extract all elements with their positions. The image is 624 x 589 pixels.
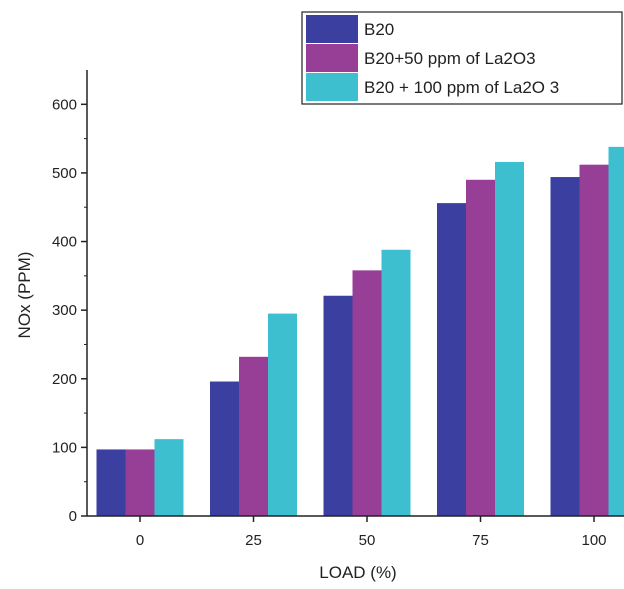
bar-3-0	[437, 203, 466, 516]
bar-0-0	[97, 449, 126, 516]
y-axis-ticks: 0 100 200 300 400 500 600	[52, 96, 87, 525]
bar-group	[97, 147, 624, 516]
x-axis-title: LOAD (%)	[319, 563, 396, 582]
bar-3-1	[466, 180, 495, 516]
y-axis-title: NOx (PPM)	[15, 252, 34, 339]
x-tick-label: 100	[581, 532, 606, 549]
legend-swatch-0	[306, 15, 358, 43]
x-tick-label: 75	[472, 532, 489, 549]
y-tick-label: 500	[52, 165, 77, 182]
bar-2-1	[353, 270, 382, 516]
y-tick-label: 0	[69, 508, 77, 525]
x-axis-ticks: 0 25 50 75 100	[136, 516, 607, 549]
bar-1-0	[210, 382, 239, 516]
y-tick-label: 200	[52, 371, 77, 388]
bar-3-2	[495, 162, 524, 516]
x-tick-label: 0	[136, 532, 144, 549]
bar-0-1	[126, 449, 155, 516]
legend-label-0: B20	[364, 20, 394, 39]
bar-4-1	[580, 165, 609, 516]
y-tick-label: 100	[52, 439, 77, 456]
bar-2-0	[324, 296, 353, 516]
x-tick-label: 50	[359, 532, 376, 549]
bar-1-1	[239, 357, 268, 516]
y-tick-label: 300	[52, 302, 77, 319]
bar-0-2	[155, 439, 184, 516]
legend-swatch-2	[306, 73, 358, 101]
legend-label-2: B20 + 100 ppm of La2O 3	[364, 78, 559, 97]
bar-4-2	[609, 147, 624, 516]
y-tick-label: 600	[52, 96, 77, 113]
legend-label-1: B20+50 ppm of La2O3	[364, 49, 536, 68]
legend-swatch-1	[306, 44, 358, 72]
bar-4-0	[551, 177, 580, 516]
bar-1-2	[268, 314, 297, 516]
y-tick-label: 400	[52, 234, 77, 251]
x-tick-label: 25	[245, 532, 262, 549]
legend: B20 B20+50 ppm of La2O3 B20 + 100 ppm of L…	[302, 12, 622, 104]
bar-2-2	[382, 250, 411, 516]
